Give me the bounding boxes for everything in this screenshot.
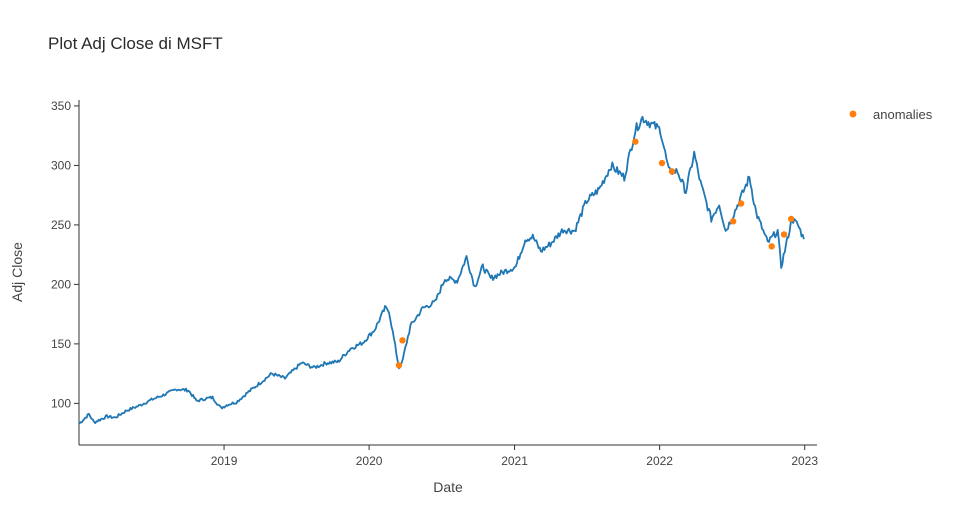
anomaly-point bbox=[737, 200, 745, 207]
anomaly-point bbox=[395, 362, 403, 369]
y-tick-label: 200 bbox=[51, 277, 71, 291]
legend[interactable]: anomalies bbox=[849, 107, 933, 122]
x-tick-label: 2022 bbox=[646, 454, 673, 468]
anomaly-point bbox=[780, 231, 788, 238]
axes: 100 150 200 250 300 350 2019 2020 2021 2022 2023 bbox=[51, 99, 818, 468]
anomaly-point bbox=[787, 215, 795, 223]
x-tick-label: 2020 bbox=[356, 454, 383, 468]
series-line-adj-close bbox=[78, 115, 805, 425]
y-tick-label: 150 bbox=[51, 337, 71, 351]
anomaly-point bbox=[399, 337, 406, 344]
anomaly-point bbox=[668, 168, 676, 175]
y-tick-label: 250 bbox=[51, 218, 71, 232]
x-axis-title: Date bbox=[433, 479, 463, 495]
anomaly-point bbox=[729, 218, 737, 225]
anomaly-point bbox=[632, 138, 639, 145]
chart-title: Plot Adj Close di MSFT bbox=[48, 34, 223, 53]
anomaly-point bbox=[658, 159, 666, 167]
x-tick-label: 2021 bbox=[501, 454, 528, 468]
x-tick-label: 2019 bbox=[211, 454, 238, 468]
y-axis-title: Adj Close bbox=[9, 242, 25, 302]
y-tick-label: 350 bbox=[51, 99, 71, 113]
x-tick-label: 2023 bbox=[791, 454, 818, 468]
anomaly-layer bbox=[395, 138, 795, 369]
legend-marker-anomalies bbox=[849, 110, 857, 118]
series-layer bbox=[78, 115, 805, 425]
anomaly-point bbox=[768, 243, 775, 250]
y-tick-label: 300 bbox=[51, 158, 71, 172]
y-tick-label: 100 bbox=[51, 396, 71, 410]
legend-label-anomalies: anomalies bbox=[873, 107, 933, 122]
